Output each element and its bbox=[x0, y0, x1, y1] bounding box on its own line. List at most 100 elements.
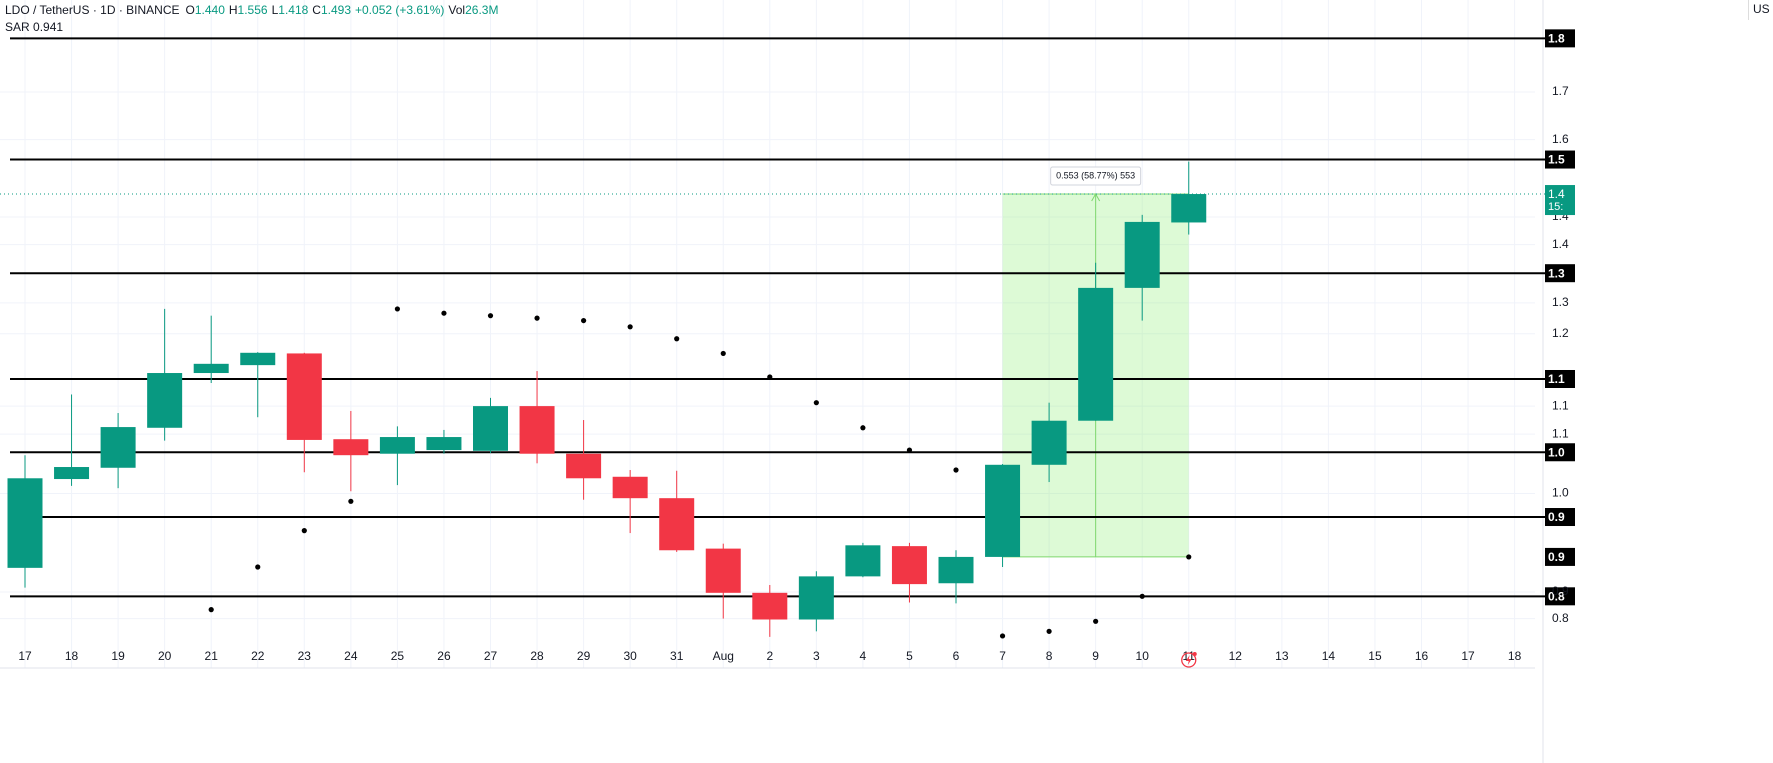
y-tick-label: 1.0 bbox=[1552, 486, 1569, 500]
x-tick-label: 6 bbox=[953, 649, 960, 663]
ohlc-key: C bbox=[312, 3, 321, 17]
x-tick-label: 7 bbox=[999, 649, 1006, 663]
x-tick-label: 3 bbox=[813, 649, 820, 663]
x-tick-label: 20 bbox=[158, 649, 172, 663]
x-tick-label: 26 bbox=[437, 649, 451, 663]
change: +0.052 (+3.61%) bbox=[355, 3, 445, 17]
sar-dot bbox=[953, 467, 959, 473]
level-tag bbox=[1545, 508, 1575, 527]
sar-tag-label: 0.9 bbox=[1548, 550, 1565, 564]
ohlc-key: O bbox=[185, 3, 195, 17]
level-tag-label: 0.9 bbox=[1548, 510, 1565, 524]
candle-body bbox=[566, 453, 602, 479]
y-tick-label: 1.7 bbox=[1552, 84, 1569, 98]
ohlc-value: 1.440 bbox=[194, 3, 225, 17]
candle-body bbox=[286, 353, 322, 440]
ohlc-value: 1.556 bbox=[237, 3, 268, 17]
x-tick-label: 21 bbox=[205, 649, 219, 663]
candle-body bbox=[705, 548, 741, 593]
alert-dot bbox=[1192, 652, 1197, 656]
candle-body bbox=[7, 478, 43, 568]
x-tick-label: 31 bbox=[670, 649, 684, 663]
sar-dot bbox=[208, 607, 214, 613]
sar-dot bbox=[255, 564, 261, 570]
ohlc-key: H bbox=[228, 3, 238, 17]
candle-body bbox=[333, 439, 369, 456]
y-tick-label: 0.9 bbox=[1552, 584, 1569, 598]
x-tick-label: 11 bbox=[1183, 649, 1196, 663]
x-tick-label: 23 bbox=[298, 649, 312, 663]
x-tick-label: 18 bbox=[1508, 649, 1522, 663]
candle-body bbox=[1171, 194, 1207, 223]
y-tick-label: 1.6 bbox=[1552, 132, 1569, 146]
level-tag-label: 1.0 bbox=[1548, 445, 1565, 459]
x-tick-label: 15 bbox=[1368, 649, 1382, 663]
candle-body bbox=[147, 373, 183, 428]
x-tick-label: 30 bbox=[623, 649, 637, 663]
indicator-value: 0.941 bbox=[33, 20, 64, 34]
x-tick-label: 19 bbox=[111, 649, 125, 663]
x-tick-label: 22 bbox=[251, 649, 265, 663]
legend-line: LDO / TetherUS · 1D · BINANCE O1.440 H1.55… bbox=[5, 2, 502, 19]
price-tag-label: 1.4 bbox=[1548, 187, 1565, 201]
x-tick-label: 24 bbox=[344, 649, 358, 663]
currency: US bbox=[1748, 0, 1773, 20]
sar-dot bbox=[627, 324, 633, 330]
y-tick-label: 1.2 bbox=[1552, 326, 1569, 340]
x-tick-label: 16 bbox=[1415, 649, 1429, 663]
sar-dot bbox=[906, 447, 913, 453]
x-tick-label: 14 bbox=[1322, 649, 1336, 663]
level-tag bbox=[1545, 369, 1575, 388]
ohlc-value: 1.418 bbox=[278, 3, 309, 17]
ohlc-key: L bbox=[271, 3, 279, 17]
candle-body bbox=[54, 467, 90, 480]
indicator-name: SAR bbox=[5, 20, 30, 34]
sar-dot bbox=[441, 310, 447, 316]
candle-body bbox=[240, 352, 276, 366]
candle-body bbox=[985, 464, 1021, 557]
candle-body bbox=[193, 363, 229, 374]
ohlc-value: 1.493 bbox=[320, 3, 351, 17]
candle-body bbox=[379, 437, 415, 454]
candle-body bbox=[1078, 287, 1114, 421]
level-tag-label: 1.1 bbox=[1548, 372, 1565, 386]
sar-dot bbox=[860, 425, 866, 431]
level-tag-label: 1.3 bbox=[1548, 266, 1565, 280]
price-tag-countdown: 15: bbox=[1548, 201, 1563, 213]
x-tick-label: 10 bbox=[1136, 649, 1150, 663]
level-tag-label: 0.8 bbox=[1548, 589, 1565, 603]
sar-dot bbox=[301, 528, 307, 534]
sar-dot bbox=[999, 633, 1006, 639]
level-tag bbox=[1545, 443, 1575, 462]
candle-body bbox=[659, 498, 695, 551]
candle-body bbox=[752, 592, 788, 620]
candle-body bbox=[519, 406, 555, 454]
y-tick-label: 0.8 bbox=[1552, 611, 1569, 625]
level-tag bbox=[1545, 150, 1575, 169]
x-tick-label: 13 bbox=[1275, 649, 1289, 663]
sar-dot bbox=[813, 400, 819, 406]
sar-dot bbox=[1186, 554, 1192, 560]
x-tick-label: 28 bbox=[530, 649, 544, 663]
x-tick-label: 5 bbox=[906, 649, 913, 663]
measure-arrowhead bbox=[1091, 193, 1101, 202]
candle-body bbox=[798, 576, 834, 620]
x-tick-label: 17 bbox=[18, 649, 32, 663]
x-tick-label: 17 bbox=[1461, 649, 1475, 663]
sar-dot bbox=[767, 374, 773, 380]
candle-body bbox=[891, 546, 927, 585]
alert-icon-bolt bbox=[1185, 655, 1192, 665]
x-tick-label: 4 bbox=[860, 649, 867, 663]
sar-dot bbox=[487, 313, 494, 319]
y-tick-label: 1.4 bbox=[1552, 237, 1569, 251]
sar-dot bbox=[1093, 618, 1099, 624]
sar-dot bbox=[581, 317, 587, 324]
level-tag-label: 1.8 bbox=[1548, 32, 1565, 46]
symbol: LDO / TetherUS · 1D · BINANCE bbox=[5, 3, 180, 17]
x-tick-label: 25 bbox=[391, 649, 405, 663]
x-tick-label: 27 bbox=[484, 649, 498, 663]
candle-body bbox=[938, 556, 974, 584]
x-tick-label: Aug bbox=[713, 649, 734, 663]
